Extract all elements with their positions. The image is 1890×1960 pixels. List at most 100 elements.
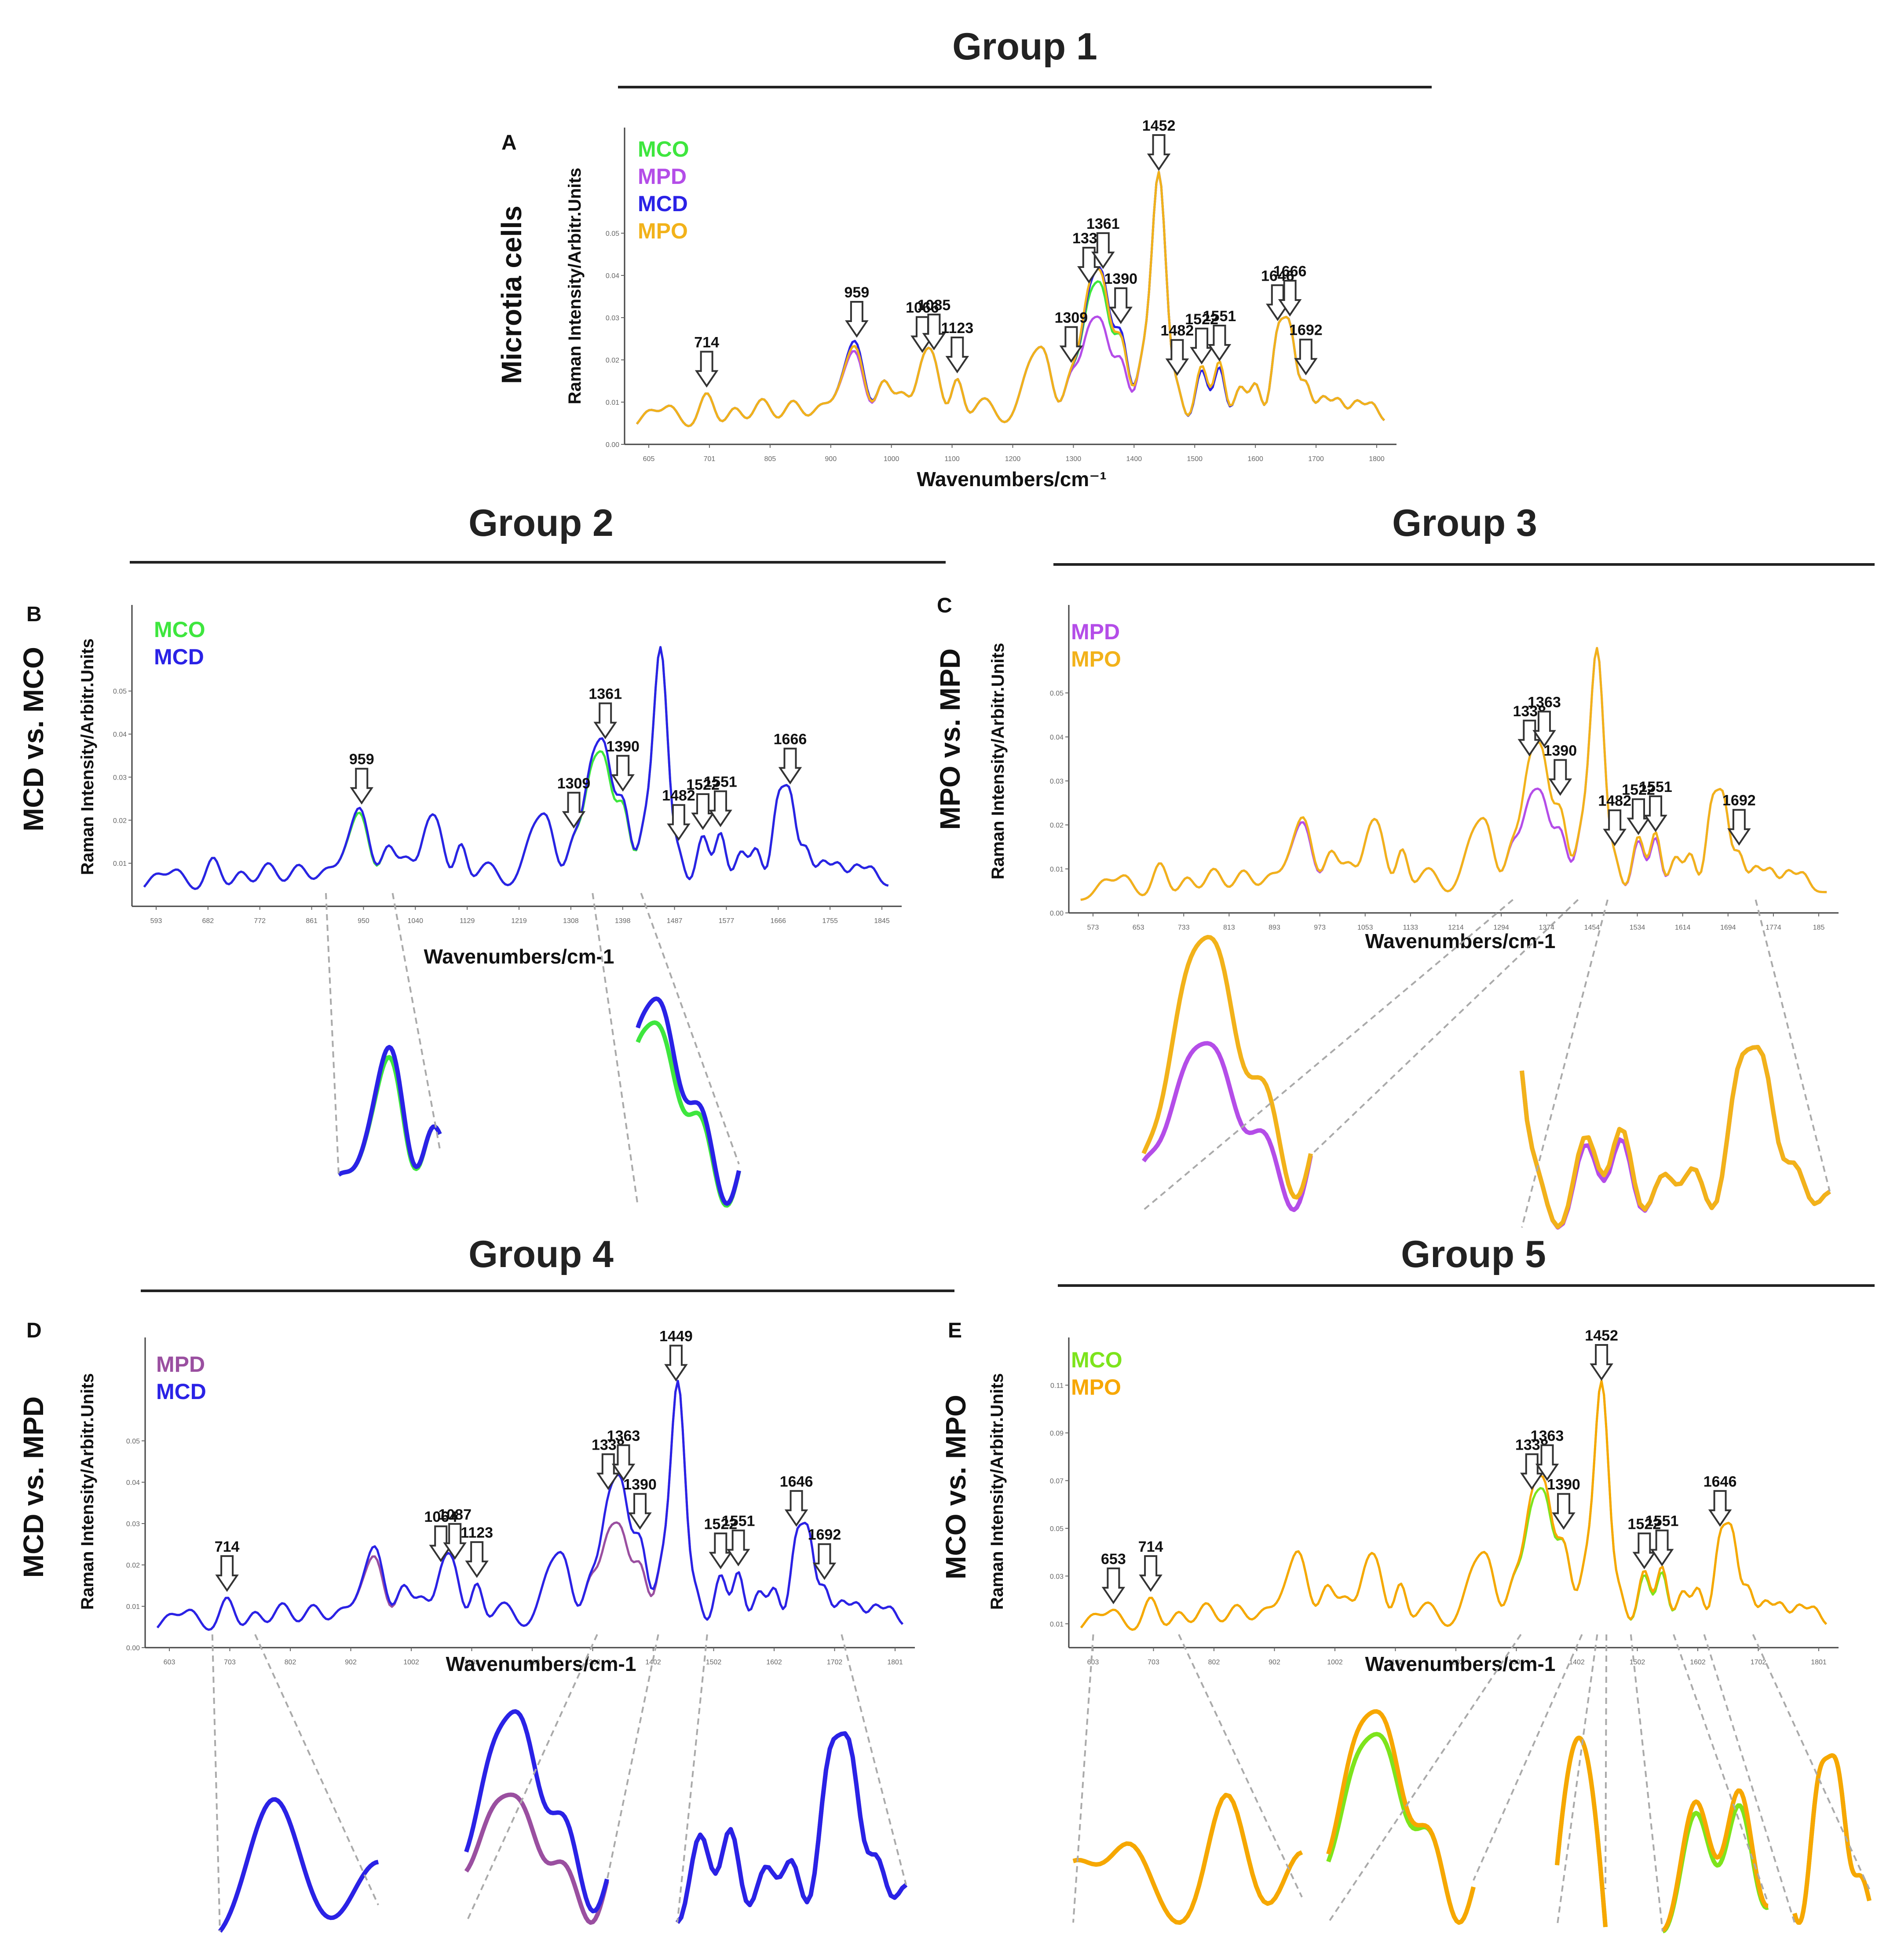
y-tick-label: 0.03 xyxy=(113,774,127,781)
y-axis-label: Raman Intensity/Arbitr.Units xyxy=(78,638,97,875)
zoom-connector xyxy=(1673,1634,1769,1904)
peak-label: 714 xyxy=(694,334,719,351)
zoom-connector xyxy=(841,1634,907,1885)
zoom-connector xyxy=(676,1634,708,1923)
peak-arrow xyxy=(1650,1529,1674,1567)
peak-arrow xyxy=(726,1529,750,1567)
x-tick-label: 1600 xyxy=(1247,455,1263,463)
series-mcd-line xyxy=(143,646,889,890)
x-tick-label: 1200 xyxy=(1005,455,1021,463)
peak-arrow xyxy=(709,790,732,828)
legend-mco: MCO xyxy=(1071,1348,1122,1372)
inset-mco-line xyxy=(636,1020,741,1208)
y-tick-label: 0.07 xyxy=(1050,1477,1064,1485)
peak-label: 1522 xyxy=(704,1516,738,1532)
peak-arrow xyxy=(1101,1567,1126,1605)
peak-label: 1449 xyxy=(659,1328,693,1345)
peak-arrow xyxy=(1059,326,1083,363)
peak-arrow xyxy=(1165,339,1189,376)
zoom-connector xyxy=(1605,1634,1608,1890)
legend-mpd: MPD xyxy=(156,1352,205,1377)
y-tick-label: 0.01 xyxy=(126,1603,140,1611)
panel-letter: E xyxy=(948,1319,962,1342)
zoom-connector xyxy=(1703,1634,1795,1923)
x-tick-label: 1100 xyxy=(944,455,960,463)
y-tick-label: 0.09 xyxy=(1050,1430,1064,1437)
x-tick-label: 950 xyxy=(358,917,369,925)
zoom-inset-e xyxy=(1630,1634,1769,1934)
x-tick-label: 1400 xyxy=(1126,455,1142,463)
peak-arrow xyxy=(350,768,374,805)
x-tick-label: 1398 xyxy=(615,917,631,925)
y-tick-label: 0.02 xyxy=(113,817,127,824)
peak-arrow xyxy=(1727,809,1751,846)
peak-label: 1123 xyxy=(461,1524,493,1541)
peak-label: 1692 xyxy=(1722,792,1756,809)
zoom-connector xyxy=(640,893,740,1165)
peak-arrow xyxy=(695,351,719,388)
group-title: Group 1 xyxy=(952,26,1097,68)
inset-mcd-line xyxy=(337,1045,442,1177)
panel-letter: A xyxy=(501,131,517,154)
peak-arrow xyxy=(812,1543,837,1580)
x-tick-label: 1702 xyxy=(827,1659,843,1666)
peak-arrow xyxy=(1535,1444,1559,1481)
x-tick-label: 703 xyxy=(1148,1659,1159,1666)
peak-label: 1309 xyxy=(557,775,591,792)
series-mpo-line xyxy=(636,171,1385,427)
y-axis-label: Raman Intensity/Arbitr.Units xyxy=(988,643,1008,879)
inset-mpo-line xyxy=(1792,1753,1872,1925)
peak-arrow xyxy=(1147,134,1171,171)
zoom-inset-c xyxy=(1141,899,1579,1212)
x-tick-label: 573 xyxy=(1087,924,1099,931)
x-tick-label: 1602 xyxy=(766,1659,782,1666)
x-tick-label: 1133 xyxy=(1403,924,1418,931)
zoom-connector xyxy=(1143,899,1513,1211)
y-tick-label: 0.01 xyxy=(1050,1621,1064,1628)
peak-arrow xyxy=(1190,327,1214,365)
x-axis-label: Wavenumbers/cm-1 xyxy=(424,945,614,968)
comparison-label: MCD vs. MPD xyxy=(18,1396,49,1578)
peak-arrow xyxy=(1139,1555,1163,1592)
x-tick-label: 1002 xyxy=(403,1659,419,1666)
y-tick-label: 0.03 xyxy=(1050,778,1064,785)
zoom-inset-d xyxy=(464,1634,659,1925)
peak-label: 1522 xyxy=(1628,1516,1661,1532)
peak-arrow xyxy=(1632,1532,1656,1569)
panel-b: Group 2 B MCD vs. MCO Raman Intensity/Arbit… xyxy=(18,502,946,968)
peak-label: 1551 xyxy=(1203,308,1236,325)
x-axis-label: Wavenumbers/cm-1 xyxy=(1365,930,1556,953)
x-tick-label: 1614 xyxy=(1675,924,1691,931)
legend-mcd: MCD xyxy=(638,191,688,216)
peak-arrow xyxy=(709,1532,733,1569)
zoom-inset-b xyxy=(325,893,442,1177)
peak-label: 1482 xyxy=(662,788,695,804)
peak-arrow xyxy=(1644,795,1667,832)
peak-label: 714 xyxy=(215,1539,240,1555)
x-tick-label: 682 xyxy=(202,917,214,925)
legend-mco: MCO xyxy=(154,617,205,642)
zoom-inset-c xyxy=(1520,899,1831,1230)
peak-label: 1452 xyxy=(1585,1327,1618,1344)
peak-arrow xyxy=(429,1525,453,1562)
panel-letter: B xyxy=(26,603,42,626)
peak-arrow xyxy=(784,1490,808,1527)
y-tick-label: 0.05 xyxy=(606,230,619,238)
peak-arrow xyxy=(667,804,691,841)
zoom-connector xyxy=(1178,1634,1303,1898)
group-title: Group 2 xyxy=(468,502,614,544)
x-tick-label: 1294 xyxy=(1493,924,1509,931)
x-tick-label: 1102 xyxy=(1388,1659,1403,1666)
inset-mpd-line xyxy=(464,1792,609,1925)
peak-arrow xyxy=(215,1555,239,1592)
x-tick-label: 893 xyxy=(1269,924,1280,931)
zoom-inset-e xyxy=(1326,1634,1583,1925)
x-tick-label: 1002 xyxy=(1327,1659,1343,1666)
x-tick-label: 1801 xyxy=(1811,1659,1827,1666)
x-tick-label: 1000 xyxy=(884,455,899,463)
x-tick-label: 1801 xyxy=(887,1659,903,1666)
peak-arrow xyxy=(1603,809,1627,846)
y-tick-label: 0.00 xyxy=(126,1645,140,1652)
x-tick-label: 813 xyxy=(1223,924,1235,931)
